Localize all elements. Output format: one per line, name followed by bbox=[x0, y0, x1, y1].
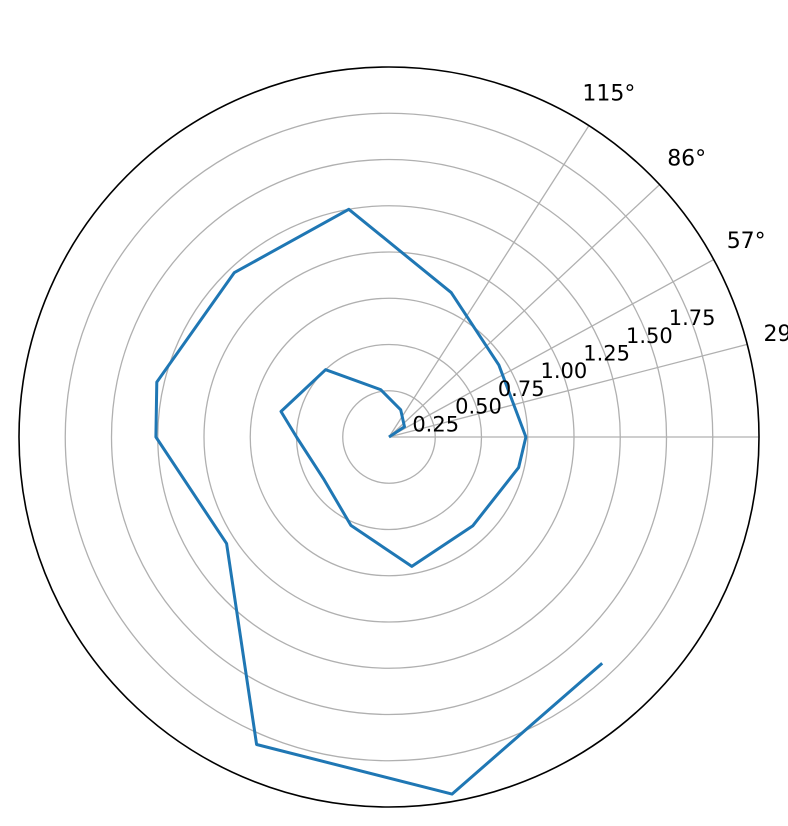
radial-tick-label: 1.50 bbox=[626, 324, 673, 348]
radial-tick-label: 0.75 bbox=[498, 377, 545, 401]
angular-tick-label: 29° bbox=[764, 322, 788, 347]
angular-tick-labels: 29° 57° 86° 115° bbox=[582, 82, 788, 348]
angular-gridline-1 bbox=[388, 343, 748, 438]
angular-gridline-3 bbox=[388, 184, 661, 438]
polar-frame bbox=[18, 66, 760, 808]
radial-tick-label: 1.25 bbox=[583, 342, 630, 366]
angular-tick-label: 86° bbox=[667, 146, 706, 171]
angular-tick-label: 115° bbox=[582, 82, 635, 107]
radial-tick-label: 1.75 bbox=[669, 306, 716, 330]
angular-grid bbox=[388, 125, 759, 438]
series-layer bbox=[154, 207, 604, 796]
series-line-0 bbox=[154, 207, 604, 796]
radial-tick-label: 0.25 bbox=[412, 412, 459, 436]
angular-tick-label: 57° bbox=[727, 229, 766, 254]
radial-tick-label: 0.50 bbox=[455, 395, 502, 419]
angular-gridline-2 bbox=[388, 259, 715, 438]
radial-tick-labels: 0.250.500.751.001.251.501.75 bbox=[412, 306, 715, 436]
radial-tick-label: 1.00 bbox=[541, 359, 588, 383]
angular-gridline-4 bbox=[388, 125, 590, 438]
